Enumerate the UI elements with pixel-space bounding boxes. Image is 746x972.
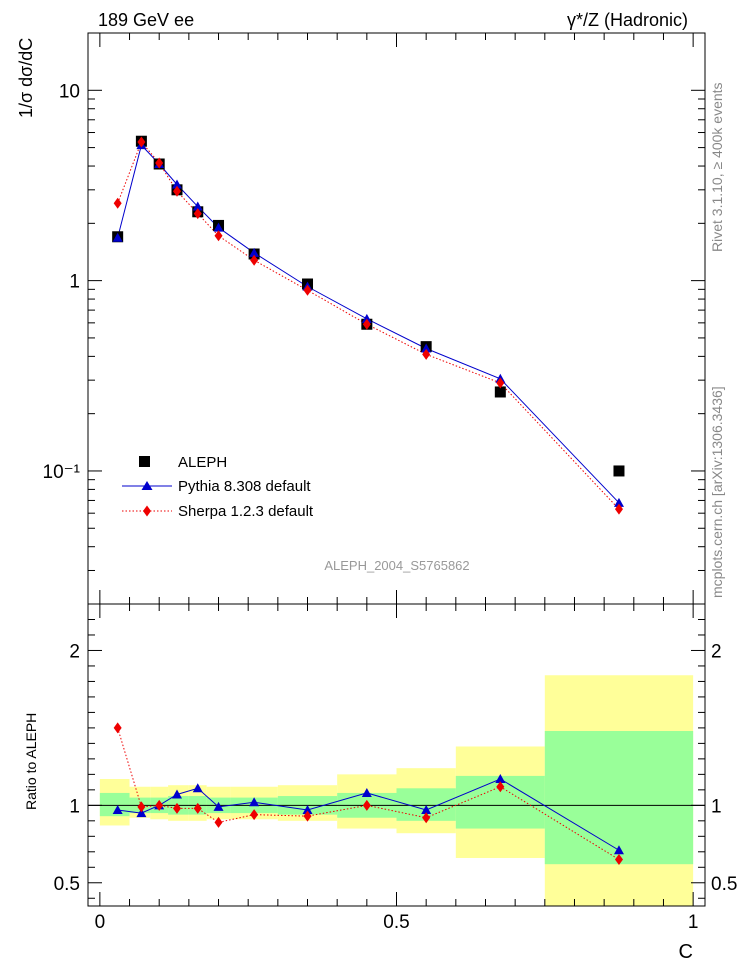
main-pythia-point bbox=[171, 179, 182, 189]
main-sherpa-point bbox=[250, 254, 259, 266]
main-aleph-point bbox=[494, 386, 506, 398]
ratio-pythia-point bbox=[361, 787, 372, 797]
main-sherpa-point bbox=[137, 136, 146, 148]
ratio-plot-axes: 2 2 1 1 0.5 0.5 0 0.5 1 bbox=[54, 603, 737, 933]
main-pythia-point bbox=[361, 313, 372, 323]
ratio-pythia-point bbox=[213, 801, 224, 811]
main-pythia-point bbox=[421, 343, 432, 353]
legend-sherpa-label: Sherpa 1.2.3 default bbox=[178, 503, 314, 520]
ratio-sherpa-point bbox=[137, 801, 146, 813]
ratio-sherpa-point bbox=[155, 799, 164, 811]
ratio-sherpa-point bbox=[250, 809, 259, 821]
main-sherpa-point bbox=[214, 230, 223, 242]
ratio-y-tick-label-left: 1 bbox=[69, 796, 80, 817]
ratio-y-axis-label: Ratio to ALEPH bbox=[23, 713, 39, 810]
legend-aleph-marker bbox=[139, 456, 150, 467]
main-sherpa-point bbox=[362, 318, 371, 330]
legend-aleph-label: ALEPH bbox=[178, 454, 227, 471]
main-sherpa-point bbox=[172, 185, 181, 197]
ratio-pythia-point bbox=[249, 797, 260, 807]
ratio-y-tick-label-left: 2 bbox=[69, 641, 80, 662]
main-aleph-point bbox=[613, 465, 625, 477]
mcplots-reference-label: mcplots.cern.ch [arXiv:1306.3436] bbox=[709, 386, 725, 598]
main-y-tick-label: 1 bbox=[69, 272, 80, 293]
ratio-pythia-point bbox=[192, 783, 203, 793]
x-tick-label: 0.5 bbox=[383, 912, 409, 933]
main-sherpa-point bbox=[113, 197, 122, 209]
main-pythia-point bbox=[249, 247, 260, 257]
energy-label: 189 GeV ee bbox=[98, 10, 194, 30]
rivet-version-label: Rivet 3.1.10, ≥ 400k events bbox=[709, 82, 725, 252]
main-sherpa-point bbox=[303, 284, 312, 296]
x-tick-label: 0 bbox=[95, 912, 106, 933]
main-pythia-point bbox=[112, 232, 123, 242]
ratio-plot-series bbox=[112, 722, 624, 866]
legend: ALEPH Pythia 8.308 default Sherpa 1.2.3 … bbox=[122, 454, 314, 520]
main-plot-axes: 10 1 10⁻¹ bbox=[43, 32, 706, 605]
main-sherpa-point bbox=[496, 377, 505, 389]
main-plot-series bbox=[112, 135, 625, 515]
x-tick-label: 1 bbox=[688, 912, 699, 933]
main-y-axis-label: 1/σ dσ/dC bbox=[16, 38, 36, 118]
x-axis-label: C bbox=[679, 941, 693, 963]
main-y-tick-label: 10 bbox=[59, 81, 80, 102]
ratio-y-tick-label-right: 1 bbox=[711, 796, 722, 817]
main-pythia-point bbox=[213, 222, 224, 232]
ratio-sherpa-point bbox=[614, 854, 623, 866]
ratio-pythia-point bbox=[112, 804, 123, 814]
ratio-sherpa-point bbox=[496, 781, 505, 793]
process-label: γ*/Z (Hadronic) bbox=[567, 10, 688, 30]
ratio-sherpa-point bbox=[214, 816, 223, 828]
analysis-id-watermark: ALEPH_2004_S5765862 bbox=[324, 558, 469, 573]
ratio-pythia-point bbox=[613, 845, 624, 855]
ratio-y-tick-label-right: 2 bbox=[711, 641, 722, 662]
ratio-y-tick-label-left: 0.5 bbox=[54, 874, 80, 895]
main-sherpa-point bbox=[155, 157, 164, 169]
ratio-sherpa-point bbox=[422, 812, 431, 824]
main-pythia-point bbox=[192, 201, 203, 211]
ratio-sherpa-point bbox=[113, 722, 122, 734]
ratio-sherpa-point bbox=[172, 802, 181, 814]
main-sherpa-point bbox=[422, 348, 431, 360]
legend-pythia-label: Pythia 8.308 default bbox=[178, 478, 311, 495]
legend-sherpa-marker bbox=[143, 505, 151, 517]
ratio-pythia-point bbox=[136, 808, 147, 818]
ratio-pythia-point bbox=[171, 789, 182, 799]
ratio-inner-band bbox=[544, 730, 694, 865]
ratio-sherpa-point bbox=[193, 802, 202, 814]
ratio-pythia-point bbox=[421, 804, 432, 814]
main-sherpa-point bbox=[614, 503, 623, 515]
ratio-pythia-point bbox=[302, 804, 313, 814]
ratio-pythia-point bbox=[495, 774, 506, 784]
main-sherpa-point bbox=[193, 208, 202, 220]
ratio-sherpa-line bbox=[117, 727, 620, 860]
ratio-sherpa-point bbox=[362, 799, 371, 811]
main-pythia-point bbox=[613, 497, 624, 507]
ratio-sherpa-point bbox=[303, 810, 312, 822]
main-y-tick-label: 10⁻¹ bbox=[43, 462, 81, 483]
ratio-y-tick-label-right: 0.5 bbox=[711, 874, 737, 895]
legend-pythia-marker bbox=[141, 481, 153, 490]
